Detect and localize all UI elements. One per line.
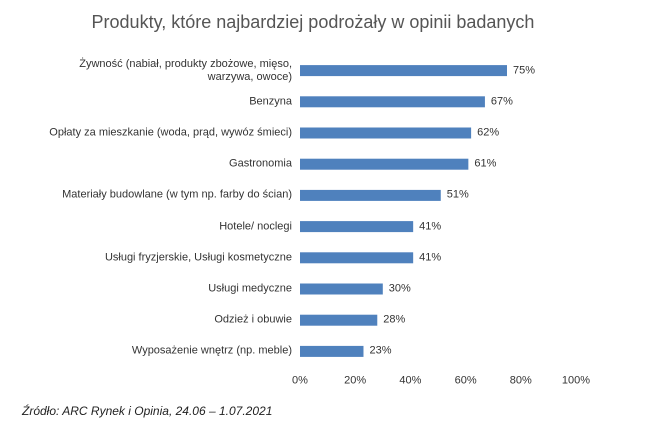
y-tick-label: Materiały budowlane (w tym np. farby do … — [62, 188, 292, 201]
value-label: 67% — [490, 95, 513, 108]
x-tick-label: 100% — [561, 374, 591, 387]
bar — [300, 283, 383, 295]
x-tick-label: 0% — [292, 374, 308, 387]
bar — [300, 345, 364, 357]
y-tick-label: Opłaty za mieszkanie (woda, prąd, wywóz … — [49, 126, 292, 139]
bar — [300, 96, 485, 108]
value-label: 30% — [388, 282, 411, 295]
x-tick-label: 40% — [399, 374, 422, 387]
value-label: 23% — [369, 344, 392, 357]
y-tick-label: Wyposażenie wnętrz (np. meble) — [131, 344, 292, 357]
chart-title: Produkty, które najbardziej podrożały w … — [91, 12, 535, 32]
y-tick-label: Usługi fryzjerskie, Usługi kosmetyczne — [104, 251, 292, 264]
bar — [300, 221, 414, 233]
value-label: 28% — [383, 313, 406, 326]
bar — [300, 65, 507, 77]
value-label: 62% — [477, 126, 500, 139]
bar — [300, 158, 469, 170]
value-label: 41% — [419, 220, 442, 233]
value-label: 75% — [513, 64, 536, 77]
y-tick-label: Gastronomia — [229, 157, 292, 170]
x-tick-label: 80% — [509, 374, 532, 387]
bar — [300, 252, 414, 264]
y-tick-label: Żywność (nabiał, produkty zbożowe, mięso… — [79, 57, 292, 83]
x-tick-label: 60% — [454, 374, 477, 387]
x-tick-label: 20% — [344, 374, 367, 387]
bar — [300, 127, 472, 139]
source-note: Źródło: ARC Rynek i Opinia, 24.06 – 1.07… — [22, 404, 273, 418]
value-label: 41% — [419, 251, 442, 264]
y-tick-label: Usługi medyczne — [208, 282, 292, 295]
value-label: 61% — [474, 157, 497, 170]
y-tick-label: Benzyna — [249, 95, 292, 108]
y-tick-label: Odzież i obuwie — [214, 313, 292, 326]
y-tick-label: Hotele/ noclegi — [219, 220, 292, 233]
bar — [300, 314, 378, 326]
bar — [300, 189, 441, 201]
value-label: 51% — [446, 188, 469, 201]
